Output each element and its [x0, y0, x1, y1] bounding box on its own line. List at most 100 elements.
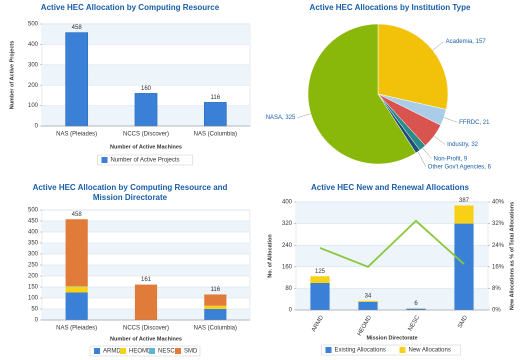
legend-box: [321, 344, 461, 356]
y-tick-label: 300: [28, 62, 39, 68]
legend-label: SMD: [184, 349, 198, 355]
y-tick-label: 160: [282, 264, 293, 270]
x-tick-label: HEOMD: [357, 314, 374, 337]
panel: 0 100 200 300 400 500 458 NAS (Pleiades) 160 NCCS…: [0, 0, 260, 180]
bar-segment: [65, 286, 88, 293]
y-tick-label: 200: [28, 274, 39, 280]
y-tick-label: 240: [282, 243, 293, 249]
total-label: 387: [459, 198, 470, 204]
y-tick-label: 150: [28, 285, 39, 291]
slice-label: Academia, 157: [446, 39, 487, 45]
plot-band: [42, 221, 250, 232]
legend-label: Number of Active Projects: [111, 158, 180, 164]
leader-line: [432, 41, 444, 51]
panel: 0 80 160 240 320 400 0% 8% 16% 24% 32% 40% 125 ARMD 34…: [260, 180, 520, 360]
bar-segment: [134, 284, 158, 320]
slice-label: FFRDC, 21: [459, 120, 490, 126]
pie-slice: [307, 23, 417, 165]
x-tick-label: NCCS (Discover): [123, 132, 169, 138]
y2-tick-label: 8%: [492, 286, 501, 292]
legend-box: [89, 345, 201, 357]
legend-label: New Allocations: [409, 348, 451, 354]
panel: Academia, 157 FFRDC, 21 Industry, 32 Non-Pr…: [260, 0, 520, 180]
plot-band: [42, 243, 250, 254]
y2-axis-label: New Allocations as % of Total Allocation…: [509, 202, 515, 310]
line-series: [319, 219, 465, 268]
bar-segment: [358, 300, 378, 302]
x-tick-label: SMD: [457, 314, 469, 329]
legend-label: ARMD: [103, 349, 121, 355]
slice-label: Other Gov't Agencies, 6: [428, 164, 492, 170]
bar: [134, 93, 158, 127]
y-axis-label: No. of Allocation: [267, 234, 273, 278]
plot-band: [296, 288, 488, 310]
y-tick-label: 300: [28, 252, 39, 258]
plot-band: [42, 24, 250, 45]
total-label: 161: [141, 277, 152, 283]
plot-band: [296, 245, 488, 267]
data-label: 116: [211, 95, 221, 101]
y-tick-label: 500: [28, 22, 39, 28]
chart: Academia, 157 FFRDC, 21 Industry, 32 Non-Pr…: [266, 23, 492, 170]
panel: 0 50 100 150 200 250 300 350 400 450 500 458 NAS (Pl…: [0, 180, 260, 360]
bar-segment: [310, 276, 330, 283]
y-tick-label: 0: [35, 124, 39, 130]
plot-band: [42, 265, 250, 276]
y2-tick-label: 32%: [492, 221, 505, 227]
leader-line: [297, 113, 311, 118]
y-tick-label: 350: [28, 241, 39, 247]
chart-title: Active HEC Allocation by Computing Resou…: [32, 183, 228, 202]
total-label: 34: [365, 293, 372, 299]
y2-tick-label: 24%: [492, 243, 505, 249]
y-tick-label: 50: [31, 307, 38, 313]
leader-line: [433, 135, 446, 145]
total-label: 125: [315, 269, 326, 275]
pie-slice: [377, 23, 449, 110]
bar-segment: [65, 219, 88, 287]
total-label: 458: [72, 212, 83, 218]
x-tick-label: NAS (Columbia): [194, 132, 237, 138]
leader-line: [443, 117, 458, 123]
chart-title: Active HEC New and Renewal Allocations: [311, 183, 469, 192]
bar-segment: [406, 308, 426, 310]
bar-segment: [358, 301, 378, 310]
y-tick-label: 400: [282, 200, 293, 206]
y-tick-label: 0: [289, 308, 293, 314]
y2-tick-label: 0%: [492, 308, 501, 314]
x-axis-label: Number of Active Machines: [110, 336, 182, 342]
x-tick-label: NAS (Columbia): [194, 326, 237, 332]
x-tick-label: NAS (Pleiades): [56, 132, 97, 138]
legend-swatch: [149, 348, 155, 354]
y-tick-label: 400: [28, 230, 39, 236]
slice-label: NASA, 325: [266, 115, 296, 121]
bar-segment: [454, 205, 474, 224]
legend-swatch: [175, 348, 181, 354]
x-axis-label: Mission Directorate: [366, 335, 417, 341]
legend-box: [97, 154, 193, 166]
y-tick-label: 100: [28, 296, 39, 302]
y2-tick-label: 40%: [492, 200, 505, 206]
y-tick-label: 400: [28, 42, 39, 48]
y-tick-label: 200: [28, 83, 39, 89]
chart-title: Active HEC Allocation by Computing Resou…: [40, 3, 220, 12]
x-axis-label: Number of Active Machines: [110, 144, 182, 150]
y-tick-label: 0: [35, 318, 39, 324]
slice-label: Industry, 32: [447, 142, 479, 148]
x-tick-label: ARMD: [311, 314, 325, 333]
legend-label: Existing Allocations: [335, 348, 386, 354]
leader-line: [417, 151, 427, 167]
bar-segment: [310, 283, 330, 310]
plot-band: [42, 64, 250, 86]
chart-title: Active HEC Allocations by Institution Ty…: [309, 3, 471, 12]
chart: 0 100 200 300 400 500 458 NAS (Pleiades) 160 NCCS…: [9, 22, 251, 166]
plot-band: [296, 202, 488, 224]
legend-swatch: [325, 347, 332, 353]
leader-line: [422, 147, 432, 159]
slice-label: Non-Profit, 9: [434, 156, 468, 162]
y-tick-label: 80: [285, 286, 292, 292]
y-tick-label: 250: [28, 263, 39, 269]
legend-swatch: [101, 157, 108, 163]
bar: [203, 102, 227, 127]
x-tick-label: NCCS (Discover): [123, 326, 169, 332]
y-tick-label: 100: [28, 103, 39, 109]
